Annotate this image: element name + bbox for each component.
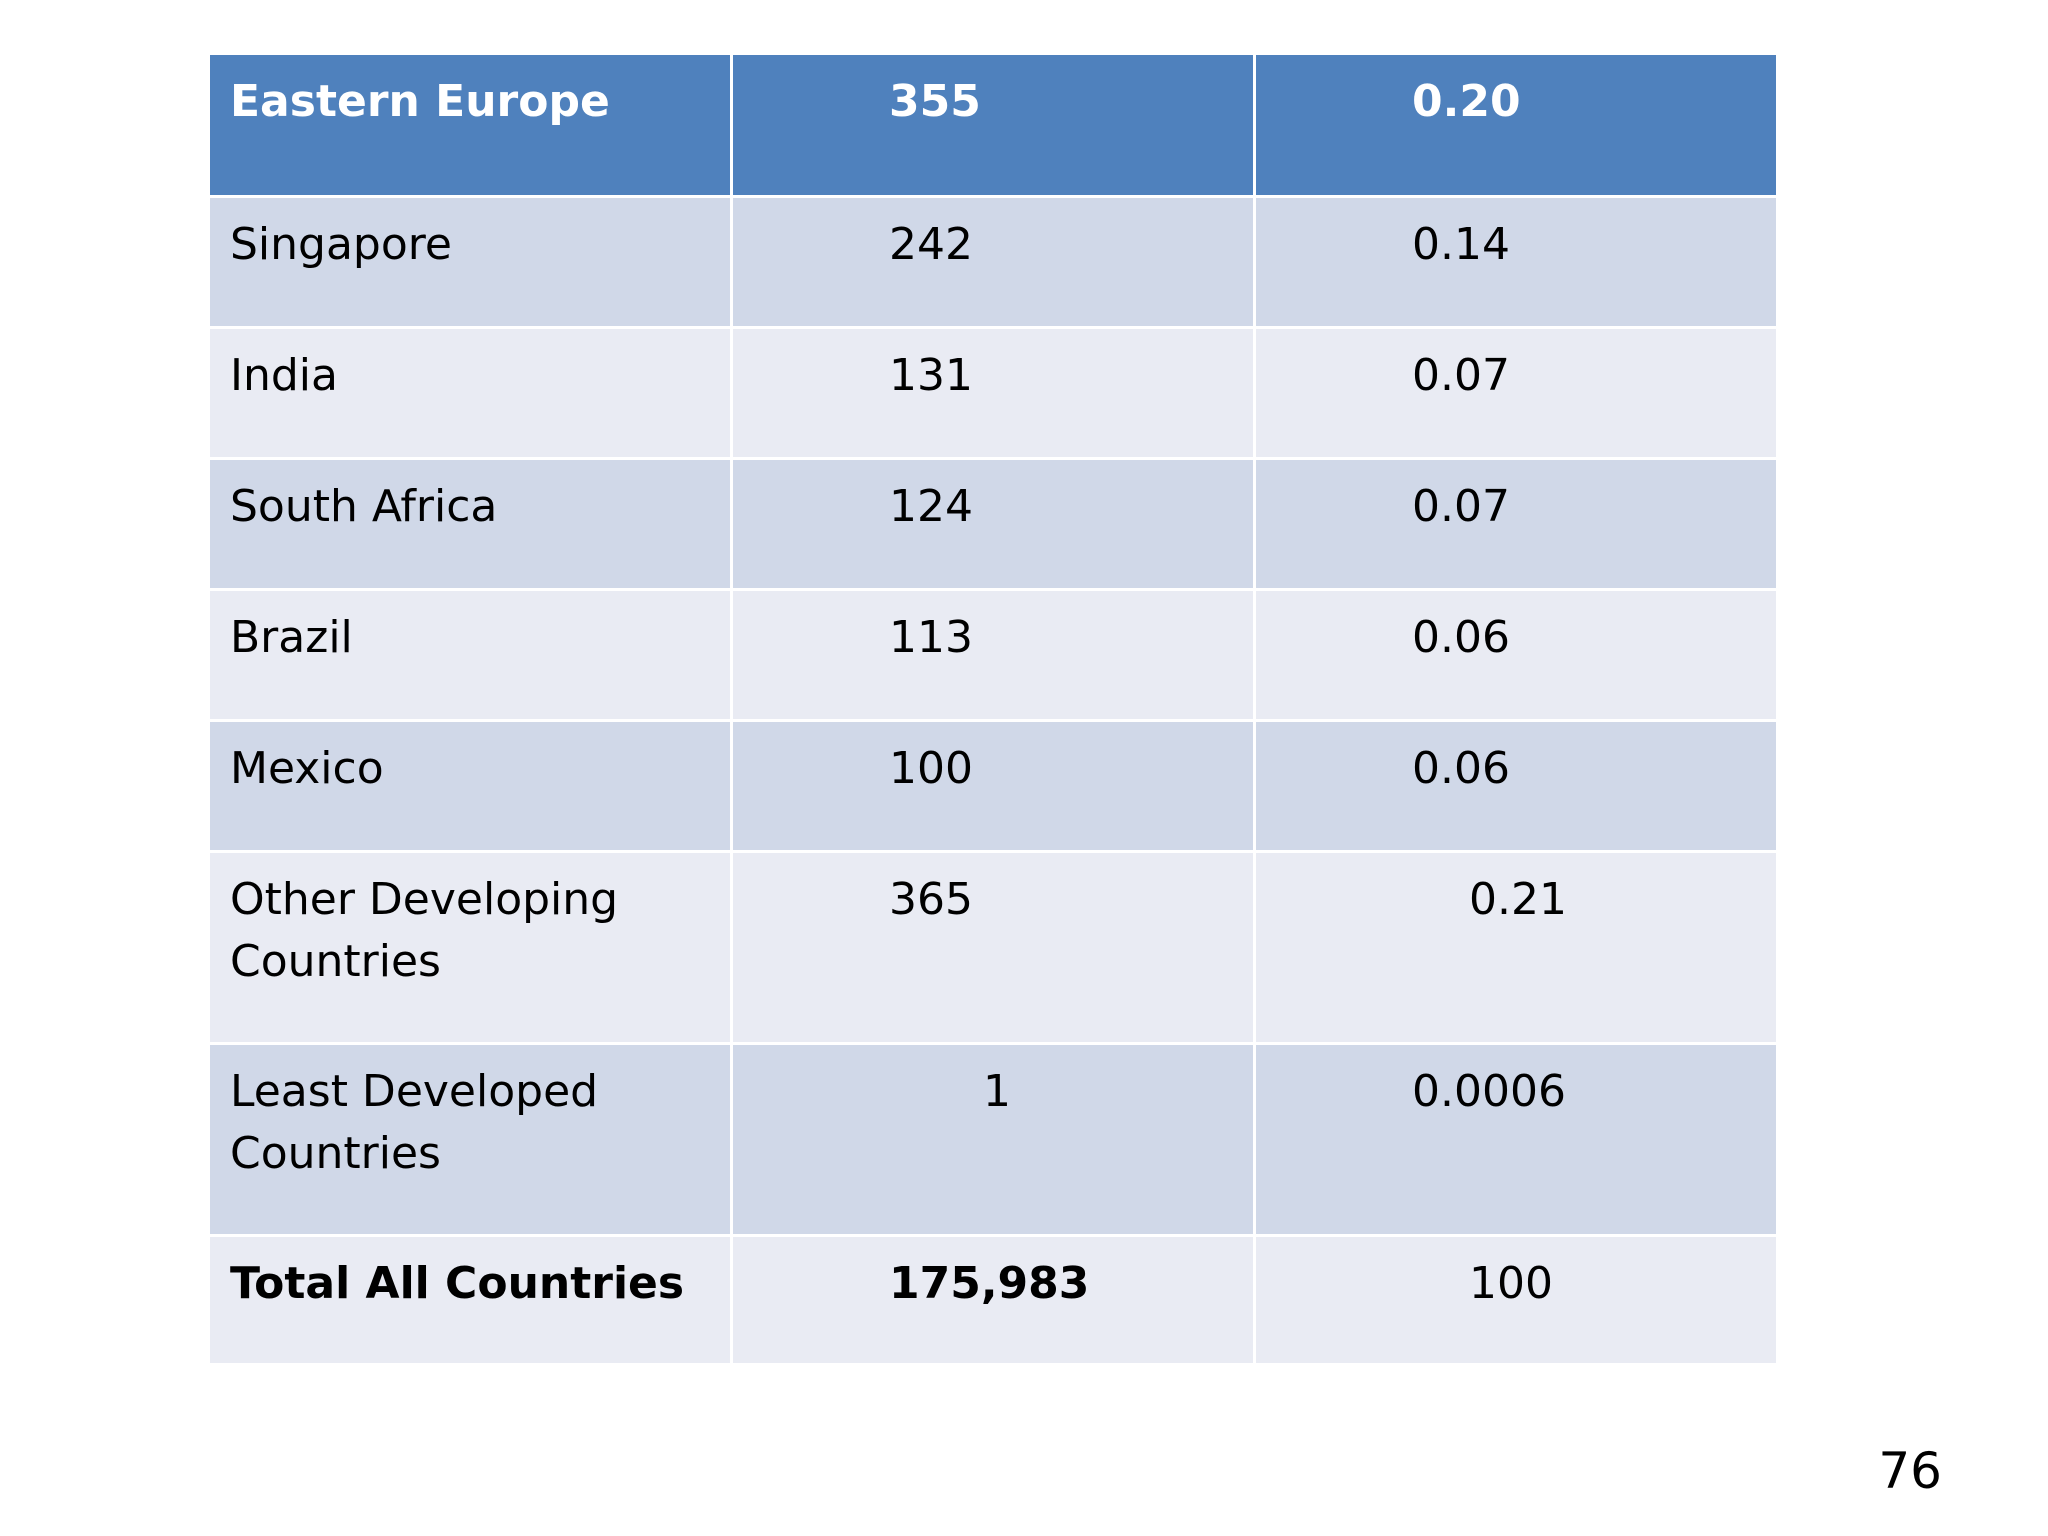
cell-name: India bbox=[210, 329, 730, 457]
cell-name: Singapore bbox=[210, 198, 730, 326]
cell-name: Least Developed Countries bbox=[210, 1045, 730, 1234]
table-row: Singapore 242 0.14 bbox=[210, 198, 1776, 326]
cell-pct: 0.06 bbox=[1256, 591, 1776, 719]
cell-value: 1 bbox=[733, 1045, 1253, 1234]
cell-value: 100 bbox=[733, 722, 1253, 850]
cell-pct: 0.20 bbox=[1256, 55, 1776, 195]
cell-name: Eastern Europe bbox=[210, 55, 730, 195]
table-row: Other Developing Countries 365 0.21 bbox=[210, 853, 1776, 1042]
cell-pct: 0.0006 bbox=[1256, 1045, 1776, 1234]
cell-name: South Africa bbox=[210, 460, 730, 588]
cell-value: 113 bbox=[733, 591, 1253, 719]
cell-pct: 0.07 bbox=[1256, 460, 1776, 588]
page-number: 76 bbox=[1878, 1442, 1942, 1500]
cell-pct: 0.14 bbox=[1256, 198, 1776, 326]
cell-name: Brazil bbox=[210, 591, 730, 719]
cell-value: 131 bbox=[733, 329, 1253, 457]
cell-pct: 0.07 bbox=[1256, 329, 1776, 457]
cell-value: 355 bbox=[733, 55, 1253, 195]
table-row: South Africa 124 0.07 bbox=[210, 460, 1776, 588]
cell-value: 124 bbox=[733, 460, 1253, 588]
data-table: Eastern Europe 355 0.20 Singapore 242 0.… bbox=[207, 52, 1779, 1366]
cell-pct: 100 bbox=[1256, 1237, 1776, 1363]
cell-value: 175,983 bbox=[733, 1237, 1253, 1363]
table-row: Mexico 100 0.06 bbox=[210, 722, 1776, 850]
table-total-row: Total All Countries 175,983 100 bbox=[210, 1237, 1776, 1363]
cell-value: 242 bbox=[733, 198, 1253, 326]
cell-name: Mexico bbox=[210, 722, 730, 850]
table-row: Least Developed Countries 1 0.0006 bbox=[210, 1045, 1776, 1234]
cell-name: Total All Countries bbox=[210, 1237, 730, 1363]
cell-value: 365 bbox=[733, 853, 1253, 1042]
table-row: India 131 0.07 bbox=[210, 329, 1776, 457]
table-header-row: Eastern Europe 355 0.20 bbox=[210, 55, 1776, 195]
cell-pct: 0.06 bbox=[1256, 722, 1776, 850]
table-row: Brazil 113 0.06 bbox=[210, 591, 1776, 719]
cell-pct: 0.21 bbox=[1256, 853, 1776, 1042]
cell-name: Other Developing Countries bbox=[210, 853, 730, 1042]
